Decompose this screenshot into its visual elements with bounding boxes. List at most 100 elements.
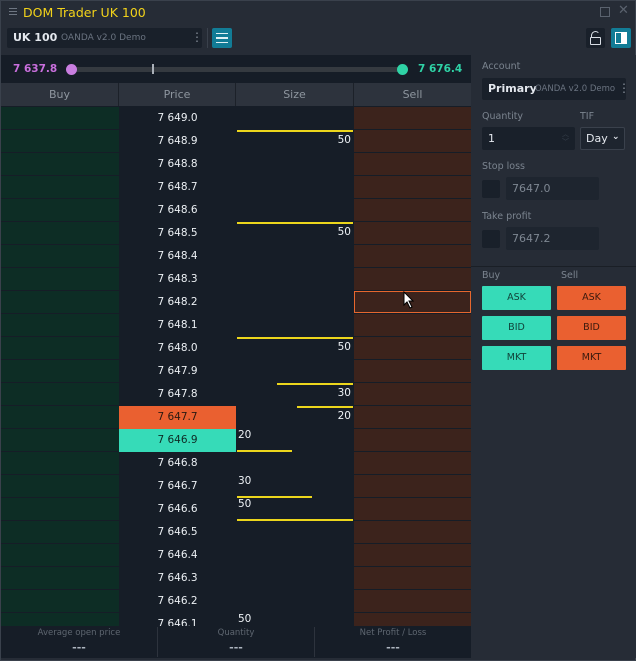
- ladder-row: 7 648.3: [1, 268, 471, 291]
- buy-cell[interactable]: [1, 245, 119, 267]
- buy-cell[interactable]: [1, 176, 119, 198]
- size-cell: [236, 199, 353, 224]
- symbol-selector[interactable]: UK 100 OANDA v2.0 Demo ⋮: [7, 28, 203, 48]
- sell-market-button[interactable]: MKT: [557, 346, 626, 370]
- sell-cell[interactable]: [354, 383, 471, 405]
- sell-cell[interactable]: [354, 567, 471, 589]
- buy-cell[interactable]: [1, 452, 119, 474]
- sell-cell-hovered[interactable]: [354, 291, 471, 313]
- buy-cell[interactable]: [1, 314, 119, 336]
- take-profit-input[interactable]: 7647.2: [506, 227, 599, 250]
- buy-cell[interactable]: [1, 406, 119, 428]
- range-high-price: 7 676.4: [418, 63, 463, 75]
- ladder-row: 7 648.2: [1, 291, 471, 314]
- range-high-knob[interactable]: [397, 64, 408, 75]
- quantity-stepper-icon[interactable]: ︿ ﹀: [562, 130, 569, 146]
- price-cell: 7 646.5: [157, 526, 198, 538]
- stop-loss-checkbox[interactable]: [482, 180, 500, 198]
- sell-cell[interactable]: [354, 590, 471, 612]
- buy-cell[interactable]: [1, 291, 119, 313]
- sell-cell[interactable]: [354, 360, 471, 382]
- sell-bid-button[interactable]: BID: [557, 316, 626, 340]
- price-cell: 7 648.7: [157, 181, 198, 193]
- position-summary: Average open price --- Quantity --- Net …: [1, 626, 471, 658]
- size-bar: [297, 406, 353, 408]
- sell-cell[interactable]: [354, 199, 471, 221]
- price-cell: 7 646.1: [157, 618, 198, 626]
- price-cell: 7 647.9: [157, 365, 198, 377]
- sell-cell[interactable]: [354, 406, 471, 428]
- ladder-row: 7 647.7 20: [1, 406, 471, 429]
- sell-cell[interactable]: [354, 613, 471, 626]
- sell-cell[interactable]: [354, 475, 471, 497]
- title-bar[interactable]: DOM Trader UK 100 ✕: [1, 1, 636, 25]
- lock-button[interactable]: [586, 28, 605, 48]
- buy-cell[interactable]: [1, 498, 119, 520]
- buy-market-button[interactable]: MKT: [482, 346, 551, 370]
- size-cell: [236, 291, 353, 314]
- sell-cell[interactable]: [354, 337, 471, 359]
- more-options-icon[interactable]: ⋮: [191, 30, 203, 44]
- buy-cell[interactable]: [1, 130, 119, 152]
- sell-cell[interactable]: [354, 153, 471, 175]
- buy-cell[interactable]: [1, 337, 119, 359]
- buy-cell[interactable]: [1, 268, 119, 290]
- range-slider-track[interactable]: [71, 67, 403, 72]
- price-cell: 7 648.4: [157, 250, 198, 262]
- account-more-icon[interactable]: ⋮: [618, 81, 630, 95]
- quantity-input[interactable]: 1 ︿ ﹀: [482, 127, 575, 150]
- sell-cell[interactable]: [354, 521, 471, 543]
- account-selector[interactable]: Primary OANDA v2.0 Demo ⋮: [482, 78, 630, 100]
- center-ladder-button[interactable]: [212, 28, 232, 48]
- sell-cell[interactable]: [354, 498, 471, 520]
- sell-cell[interactable]: [354, 245, 471, 267]
- size-bar: [237, 222, 353, 224]
- ladder-row: 7 646.5: [1, 521, 471, 544]
- sell-ask-button[interactable]: ASK: [557, 286, 626, 310]
- toggle-panel-button[interactable]: [611, 28, 631, 48]
- sell-cell[interactable]: [354, 176, 471, 198]
- window-title: DOM Trader UK 100: [23, 5, 146, 20]
- maximize-icon[interactable]: [600, 7, 610, 17]
- buy-cell[interactable]: [1, 544, 119, 566]
- sell-cell[interactable]: [354, 107, 471, 129]
- buy-cell[interactable]: [1, 613, 119, 626]
- buy-cell[interactable]: [1, 222, 119, 244]
- quantity-value: 1: [488, 132, 495, 145]
- size-cell: 20: [236, 429, 353, 452]
- sell-cell[interactable]: [354, 452, 471, 474]
- ask-size: 20: [337, 410, 351, 422]
- sell-cell[interactable]: [354, 222, 471, 244]
- buy-section-label: Buy: [482, 270, 501, 281]
- buy-cell[interactable]: [1, 521, 119, 543]
- avg-open-price-label: Average open price: [37, 628, 121, 638]
- buy-cell[interactable]: [1, 153, 119, 175]
- buy-ask-button[interactable]: ASK: [482, 286, 551, 310]
- buy-bid-button[interactable]: BID: [482, 316, 551, 340]
- buy-cell[interactable]: [1, 590, 119, 612]
- close-icon[interactable]: ✕: [618, 3, 629, 18]
- buy-cell[interactable]: [1, 107, 119, 129]
- range-low-knob[interactable]: [66, 64, 77, 75]
- ladder-row: 7 646.7 30: [1, 475, 471, 498]
- buy-cell[interactable]: [1, 475, 119, 497]
- hamburger-menu-icon[interactable]: [9, 8, 17, 16]
- net-profit-loss: Net Profit / Loss ---: [315, 627, 471, 657]
- ladder-row: 7 648.8: [1, 153, 471, 176]
- tif-select[interactable]: Day ⌄: [580, 127, 625, 150]
- sell-cell[interactable]: [354, 544, 471, 566]
- price-cell: 7 646.7: [157, 480, 198, 492]
- buy-cell[interactable]: [1, 567, 119, 589]
- stop-loss-input[interactable]: 7647.0: [506, 177, 599, 200]
- sell-cell[interactable]: [354, 130, 471, 152]
- take-profit-checkbox[interactable]: [482, 230, 500, 248]
- buy-cell[interactable]: [1, 383, 119, 405]
- sell-cell[interactable]: [354, 314, 471, 336]
- buy-cell[interactable]: [1, 360, 119, 382]
- buy-cell[interactable]: [1, 429, 119, 451]
- sell-cell[interactable]: [354, 429, 471, 451]
- sell-cell[interactable]: [354, 268, 471, 290]
- buy-cell[interactable]: [1, 199, 119, 221]
- size-bar: [237, 337, 353, 339]
